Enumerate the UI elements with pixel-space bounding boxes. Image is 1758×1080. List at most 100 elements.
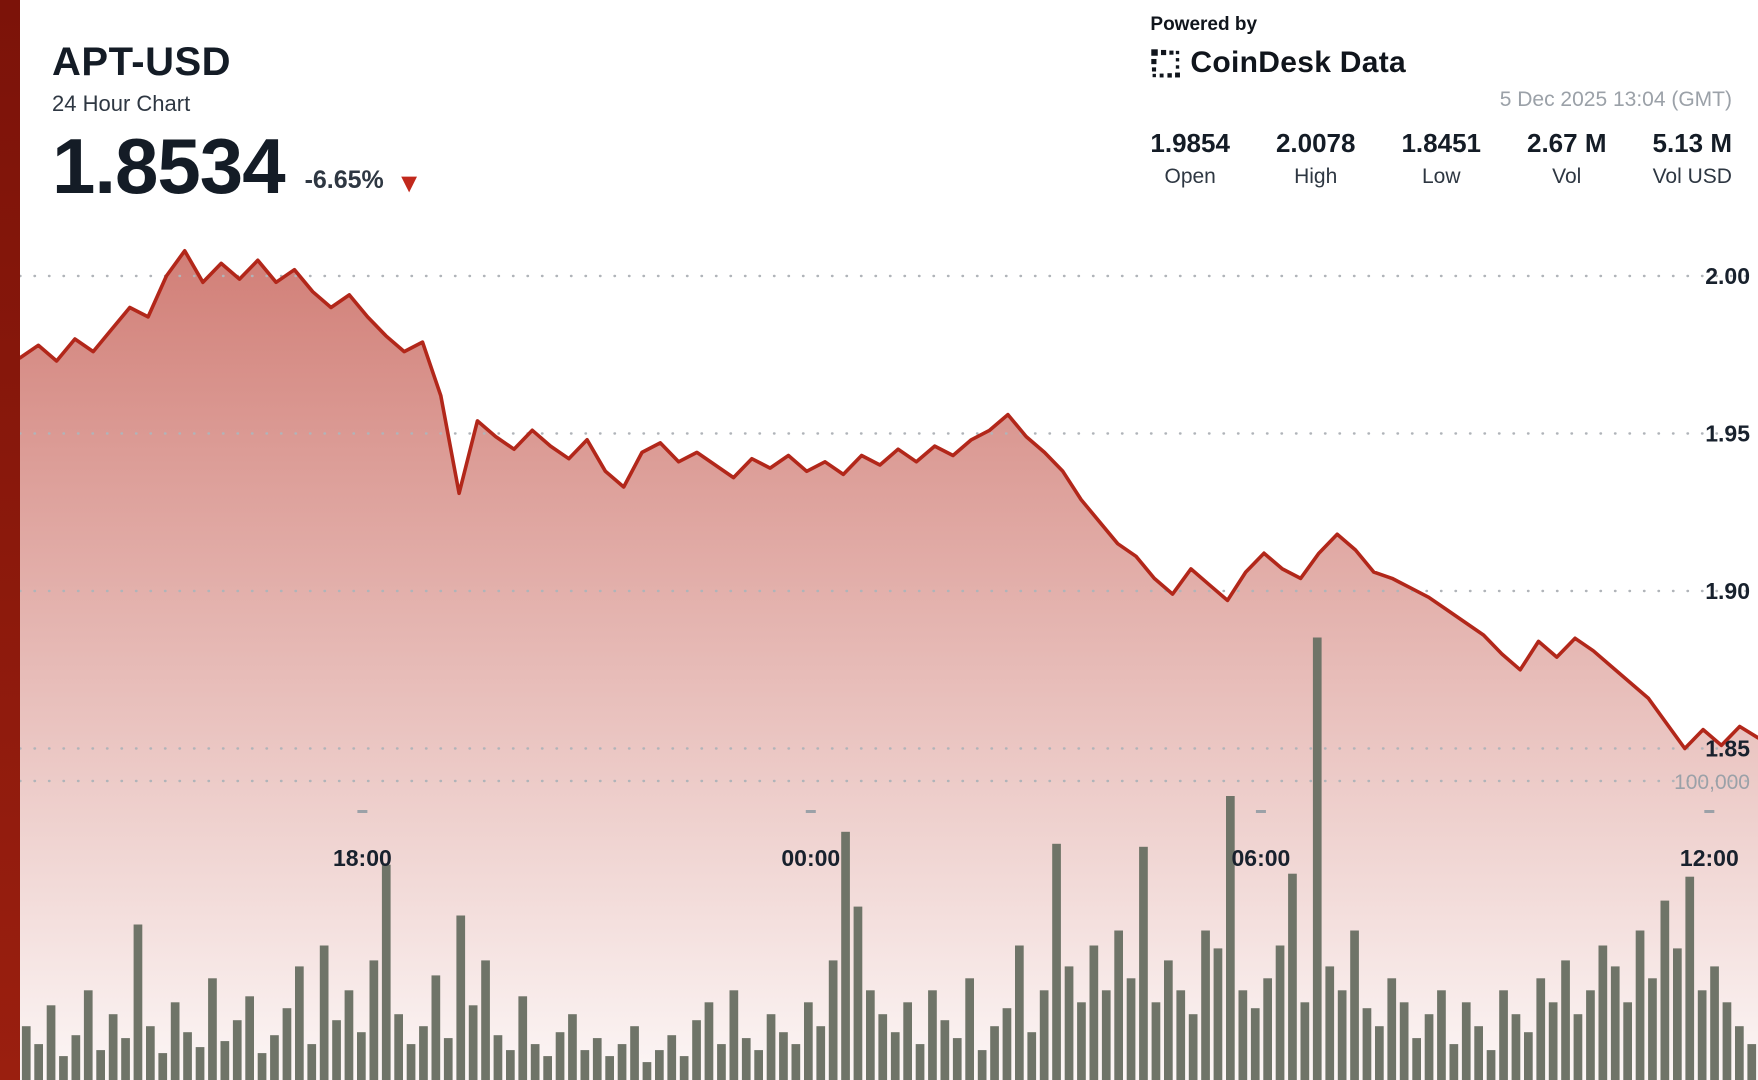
price-area xyxy=(20,250,1758,1080)
volume-bar xyxy=(530,1044,540,1080)
volume-bar xyxy=(1536,978,1546,1080)
volume-bar xyxy=(1362,1008,1372,1080)
x-tick xyxy=(357,810,368,813)
volume-bar xyxy=(555,1032,565,1080)
volume-bar xyxy=(1474,1026,1483,1080)
volume-bar xyxy=(1375,1026,1384,1080)
volume-bar xyxy=(1188,1014,1198,1080)
volume-bar xyxy=(617,1044,627,1080)
y-axis-label: 1.95 xyxy=(1705,421,1750,447)
volume-bar xyxy=(59,1056,68,1080)
volume-bar xyxy=(965,978,974,1080)
volume-bar xyxy=(903,1002,912,1080)
volume-bar xyxy=(692,1020,701,1080)
volume-bar xyxy=(319,945,329,1080)
brand-name: CoinDesk Data xyxy=(1190,46,1407,79)
volume-bar xyxy=(71,1035,81,1080)
volume-bar xyxy=(1176,990,1186,1080)
branding-block: Powered by xyxy=(1150,14,1732,189)
volume-bar xyxy=(1673,948,1682,1080)
volume-bar xyxy=(257,1053,267,1080)
volume-bar xyxy=(1350,930,1359,1080)
volume-bar xyxy=(741,1038,751,1080)
volume-bar xyxy=(357,1032,366,1080)
volume-bar xyxy=(394,1014,403,1080)
volume-bar xyxy=(940,1020,950,1080)
stat-low: 1.8451 Low xyxy=(1401,128,1481,189)
x-tick xyxy=(805,810,816,813)
volume-bar xyxy=(344,990,354,1080)
volume-bar xyxy=(1449,1044,1459,1080)
volume-bar xyxy=(1586,990,1595,1080)
volume-bar xyxy=(915,1044,925,1080)
volume-bar xyxy=(1238,990,1248,1080)
volume-bar xyxy=(1139,846,1148,1080)
volume-bar xyxy=(1151,1002,1161,1080)
volume-bar xyxy=(381,864,391,1080)
x-tick xyxy=(1255,810,1266,813)
volume-bar xyxy=(456,915,466,1080)
volume-bar xyxy=(1164,960,1173,1080)
volume-bar xyxy=(1660,900,1670,1080)
volume-bar xyxy=(282,1008,292,1080)
stat-open: 1.9854 Open xyxy=(1150,128,1230,189)
x-axis-label: 06:00 xyxy=(1232,845,1291,871)
volume-bar xyxy=(1263,978,1272,1080)
volume-bar xyxy=(369,960,379,1080)
volume-bar xyxy=(1461,1002,1471,1080)
stat-open-value: 1.9854 xyxy=(1150,128,1230,158)
stats-row: 1.9854 Open 2.0078 High 1.8451 Low 2.67 … xyxy=(1150,128,1732,189)
volume-bar xyxy=(1387,978,1397,1080)
volume-bar xyxy=(1486,1050,1496,1080)
volume-bar xyxy=(642,1062,652,1080)
volume-bar xyxy=(245,996,254,1080)
volume-bar xyxy=(121,1038,130,1080)
volume-bar xyxy=(295,966,304,1080)
volume-bar xyxy=(841,831,850,1080)
volume-bar xyxy=(431,975,441,1080)
volume-bar xyxy=(1126,978,1136,1080)
x-axis-label: 00:00 xyxy=(781,845,840,871)
volume-bar xyxy=(146,1026,155,1080)
volume-bar xyxy=(1325,966,1335,1080)
x-axis-label: 12:00 xyxy=(1680,845,1739,871)
volume-bar xyxy=(419,1026,428,1080)
volume-bar xyxy=(443,1038,453,1080)
brand-row[interactable]: CoinDesk Data xyxy=(1150,46,1406,80)
volume-bar xyxy=(1697,990,1707,1080)
y-axis-label: 1.85 xyxy=(1705,736,1750,762)
volume-bar xyxy=(170,1002,180,1080)
volume-bar xyxy=(1052,843,1061,1080)
stat-high: 2.0078 High xyxy=(1276,128,1356,189)
volume-bar xyxy=(133,924,143,1080)
volume-bar xyxy=(580,1050,590,1080)
volume-bar xyxy=(493,1035,503,1080)
volume-bar xyxy=(332,1020,341,1080)
volume-bar xyxy=(766,1014,776,1080)
volume-bar xyxy=(1735,1026,1744,1080)
volume-bar xyxy=(21,1026,31,1080)
volume-bar xyxy=(952,1038,962,1080)
volume-bar xyxy=(1573,1014,1583,1080)
volume-bar xyxy=(791,1044,801,1080)
volume-bar xyxy=(220,1041,230,1080)
volume-bar xyxy=(816,1026,826,1080)
volume-bar xyxy=(1312,637,1322,1080)
volume-bar xyxy=(1288,873,1297,1080)
volume-bar xyxy=(754,1050,763,1080)
volume-bar xyxy=(1039,990,1049,1080)
volume-bar xyxy=(1064,966,1074,1080)
volume-bar xyxy=(506,1050,515,1080)
volume-bar xyxy=(779,1032,788,1080)
volume-bar xyxy=(1337,990,1347,1080)
volume-bar xyxy=(1747,1044,1757,1080)
volume-bar xyxy=(195,1047,205,1080)
volume-bar xyxy=(1250,1008,1260,1080)
price-line xyxy=(18,249,1758,751)
volume-bar xyxy=(96,1050,105,1080)
volume-bar xyxy=(592,1038,602,1080)
volume-bar xyxy=(468,1005,478,1080)
volume-axis-label: 100,000 xyxy=(1674,771,1750,794)
coindesk-logo-icon xyxy=(1150,48,1181,79)
